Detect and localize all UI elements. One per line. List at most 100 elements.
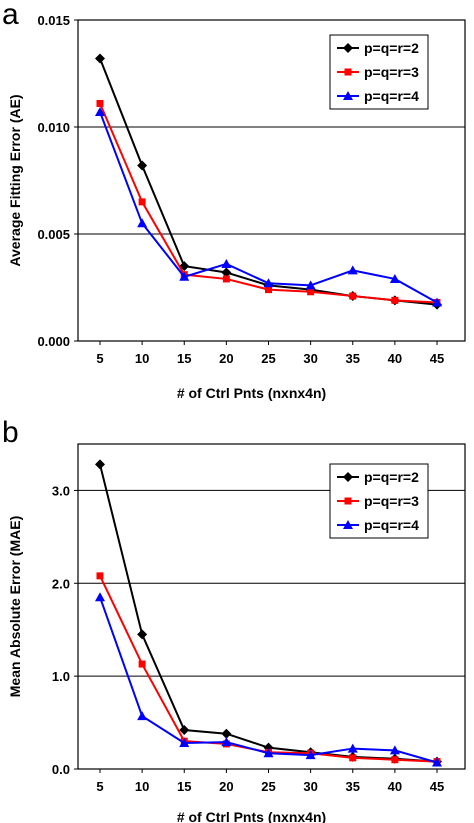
data-point <box>222 275 230 283</box>
x-tick-label: 35 <box>346 351 360 366</box>
x-tick-label: 10 <box>135 779 149 794</box>
x-tick-label: 45 <box>430 779 444 794</box>
legend-label: p=q=r=3 <box>364 64 419 80</box>
y-tick-label: 0.0 <box>52 762 70 777</box>
data-point <box>96 572 104 580</box>
legend-marker <box>343 520 353 529</box>
y-tick-label: 3.0 <box>52 483 70 498</box>
data-point <box>221 737 232 747</box>
data-point <box>305 280 316 290</box>
data-point <box>349 754 357 762</box>
legend-item: p=q=r=2 <box>337 469 419 485</box>
series-3 <box>95 592 442 767</box>
x-axis-title: # of Ctrl Pnts (nxnx4n) <box>177 385 326 401</box>
data-point <box>137 218 148 228</box>
data-point <box>221 728 232 739</box>
x-tick-label: 40 <box>388 351 402 366</box>
legend-label: p=q=r=4 <box>364 517 419 533</box>
legend-item: p=q=r=3 <box>337 64 419 80</box>
legend-item: p=q=r=2 <box>337 40 419 56</box>
legend-item: p=q=r=3 <box>337 493 419 509</box>
data-point <box>137 160 148 171</box>
data-point <box>265 286 272 294</box>
x-tick-label: 45 <box>430 351 444 366</box>
legend-marker <box>344 497 352 505</box>
plot-area <box>77 19 466 342</box>
y-tick-label: 0.010 <box>37 120 70 135</box>
y-axis-title: Average Fitting Error (AE) <box>7 94 23 266</box>
series-line <box>99 103 438 304</box>
series-2 <box>96 572 441 766</box>
legend-item: p=q=r=4 <box>337 517 419 533</box>
data-point <box>137 711 148 721</box>
data-point <box>138 660 146 668</box>
legend-marker <box>343 91 353 100</box>
legend-label: p=q=r=3 <box>364 493 419 509</box>
legend-marker <box>343 43 353 53</box>
x-tick-label: 35 <box>346 779 360 794</box>
data-point <box>389 745 400 755</box>
legend-marker <box>344 68 352 76</box>
x-tick-label: 25 <box>261 351 275 366</box>
chart-panel-b: b 0.0 1.0 2.0 3.0 5 10 15 20 25 30 35 40 45 # of Ctrl … <box>2 416 466 823</box>
x-tick-label: 5 <box>96 351 103 366</box>
data-point <box>391 296 399 304</box>
legend-label: p=q=r=2 <box>364 40 419 56</box>
data-point <box>432 757 442 767</box>
data-point <box>221 258 232 268</box>
x-tick-label: 20 <box>219 351 233 366</box>
data-point <box>179 271 190 281</box>
data-point <box>179 725 190 735</box>
data-point <box>138 198 146 206</box>
data-point <box>347 743 358 753</box>
series-line <box>99 111 438 304</box>
legend-item: p=q=r=4 <box>337 88 419 104</box>
data-point <box>307 288 315 296</box>
data-point <box>349 292 357 300</box>
data-point <box>221 267 232 278</box>
data-point <box>432 297 442 307</box>
panel-label: a <box>2 0 19 31</box>
y-tick-label: 0.005 <box>37 227 70 242</box>
legend-marker <box>343 472 353 482</box>
data-point <box>96 99 104 107</box>
x-tick-label: 15 <box>177 779 191 794</box>
y-tick-label: 0.000 <box>37 334 70 349</box>
legend: p=q=r=2 p=q=r=3 p=q=r=4 <box>329 34 429 110</box>
x-tick-label: 10 <box>135 351 149 366</box>
x-tick-label: 25 <box>261 779 275 794</box>
data-point <box>95 53 105 64</box>
x-axis-title: # of Ctrl Pnts (nxnx4n) <box>177 809 326 823</box>
legend: p=q=r=2 p=q=r=3 p=q=r=4 <box>329 463 429 539</box>
legend-label: p=q=r=4 <box>364 88 419 104</box>
x-tick-label: 20 <box>219 779 233 794</box>
data-point <box>391 756 399 764</box>
data-point <box>137 629 148 640</box>
data-point <box>263 278 274 288</box>
panel-label: b <box>2 416 19 449</box>
series-3 <box>95 107 442 307</box>
x-tick-label: 30 <box>303 779 317 794</box>
data-point <box>179 738 190 747</box>
x-tick-label: 30 <box>303 351 317 366</box>
x-tick-label: 5 <box>96 779 103 794</box>
data-point <box>95 459 105 470</box>
series-line <box>99 575 438 763</box>
y-axis-title: Mean Absolute Error (MAE) <box>7 516 23 698</box>
data-point <box>389 273 400 283</box>
x-tick-label: 15 <box>177 351 191 366</box>
x-tick-label: 40 <box>388 779 402 794</box>
chart-panel-a: a 0.000 0.005 0.010 0.015 5 10 15 20 25 30 35 40 45 # … <box>2 0 466 401</box>
data-point <box>95 592 105 602</box>
plot-area <box>77 443 466 770</box>
y-tick-label: 0.015 <box>37 13 70 28</box>
data-point <box>95 107 105 117</box>
series-2 <box>96 99 441 306</box>
data-point <box>347 265 358 275</box>
y-tick-label: 2.0 <box>52 576 70 591</box>
y-tick-label: 1.0 <box>52 669 70 684</box>
legend-label: p=q=r=2 <box>364 469 419 485</box>
data-point <box>263 748 274 758</box>
data-point <box>305 750 316 760</box>
